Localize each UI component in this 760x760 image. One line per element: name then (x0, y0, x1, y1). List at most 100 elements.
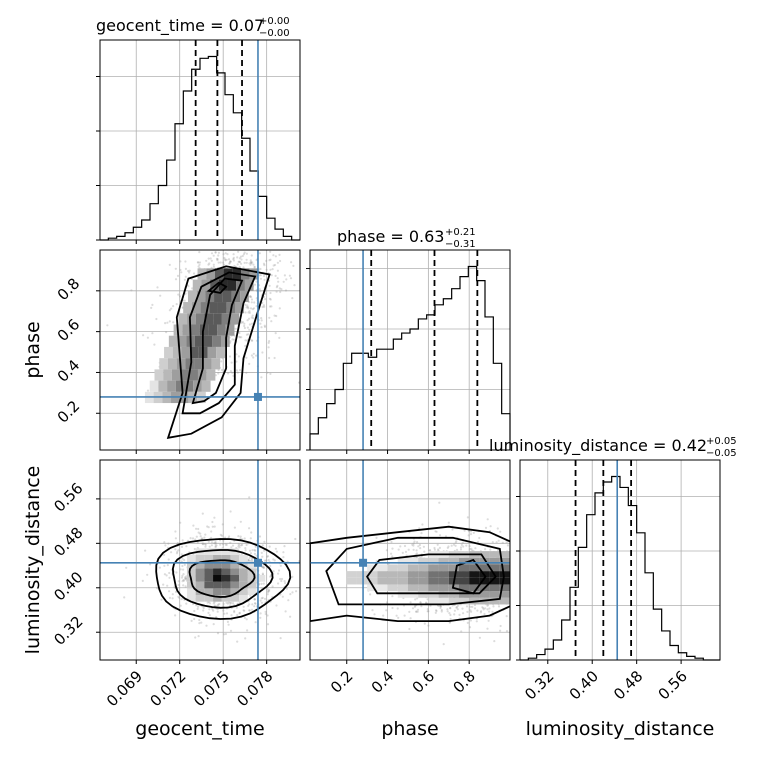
sample-point (232, 258, 235, 261)
density-cell (217, 302, 227, 314)
sample-point (163, 541, 166, 544)
density-cell (216, 346, 225, 359)
sample-point (150, 306, 153, 309)
sample-point (239, 535, 242, 538)
contour-level-3 (206, 281, 228, 294)
sample-point (185, 575, 188, 578)
sample-point (178, 559, 181, 562)
sample-point (264, 612, 267, 616)
sample-point (243, 324, 246, 328)
sample-point (313, 281, 315, 283)
sample-point (216, 259, 219, 262)
density-cell (247, 561, 257, 569)
sample-point (239, 255, 243, 258)
sample-point (180, 271, 183, 274)
sample-point (267, 590, 271, 593)
density-cell (346, 577, 357, 585)
sample-point (412, 542, 415, 545)
sample-point (477, 540, 480, 544)
sample-point (306, 284, 308, 286)
sample-point (439, 606, 442, 610)
sample-point (246, 304, 249, 307)
sample-point (506, 544, 509, 547)
sample-point (189, 537, 192, 540)
sample-point (468, 548, 471, 551)
sample-point (174, 590, 178, 594)
sample-point (233, 526, 236, 529)
sample-point (250, 296, 253, 299)
sample-point (160, 598, 163, 601)
density-cell (428, 597, 439, 605)
sample-point (238, 335, 241, 338)
sample-point (195, 535, 198, 538)
sample-point (465, 605, 469, 608)
sample-point (177, 549, 180, 552)
sample-point (274, 332, 277, 335)
density-cell (204, 313, 214, 325)
density-cell (489, 564, 500, 572)
sample-point (220, 534, 223, 537)
sample-point (269, 372, 272, 375)
sample-point (201, 542, 204, 545)
sample-point (243, 326, 246, 330)
density-cell (247, 575, 257, 582)
sample-point (230, 614, 233, 617)
sample-point (275, 604, 278, 607)
sample-point (184, 576, 187, 579)
contour-level-1 (171, 549, 274, 609)
sample-point (283, 580, 286, 583)
sample-point (182, 568, 185, 571)
sample-point (396, 607, 399, 610)
sample-point (179, 268, 182, 272)
sample-point (231, 240, 233, 242)
sample-point (227, 258, 231, 261)
sample-point (208, 614, 211, 617)
density-cell (499, 564, 510, 572)
sample-point (439, 605, 442, 608)
sample-point (248, 549, 252, 552)
sample-point (174, 267, 177, 270)
sample-point (270, 320, 273, 323)
sample-point (280, 288, 283, 291)
sample-point (492, 605, 495, 608)
density-cell (499, 577, 510, 585)
sample-point (491, 610, 494, 614)
ylabel-phase: phase (22, 321, 44, 378)
density-cell (214, 268, 224, 280)
density-cell (469, 571, 480, 578)
contours (310, 525, 510, 623)
sample-point (260, 326, 263, 329)
density-cell (195, 575, 205, 582)
sample-point (244, 303, 247, 306)
sample-point (224, 632, 227, 636)
sample-point (493, 640, 496, 643)
density-cell (206, 268, 215, 280)
sample-point (223, 256, 226, 260)
sample-point (188, 269, 191, 272)
sample-point (269, 305, 272, 308)
sample-point (202, 609, 205, 612)
sample-point (242, 609, 245, 612)
sample-point (175, 303, 178, 306)
sample-point (294, 537, 297, 541)
sample-point (214, 251, 217, 254)
sample-point (217, 254, 220, 257)
sample-point (258, 252, 261, 255)
sample-point (224, 259, 227, 262)
sample-point (207, 526, 210, 529)
sample-point (219, 533, 222, 536)
sample-point (197, 635, 200, 638)
sample-point (166, 584, 169, 587)
sample-point (280, 577, 284, 581)
sample-point (230, 361, 233, 364)
sample-point (448, 612, 451, 615)
sample-point (240, 321, 243, 324)
sample-point (198, 618, 201, 622)
sample-point (228, 262, 231, 265)
sample-point (203, 543, 206, 546)
contour-level-2 (366, 553, 497, 595)
density-cell (377, 564, 388, 572)
sample-point (434, 530, 437, 533)
sample-point (270, 274, 273, 277)
sample-point (197, 265, 200, 268)
